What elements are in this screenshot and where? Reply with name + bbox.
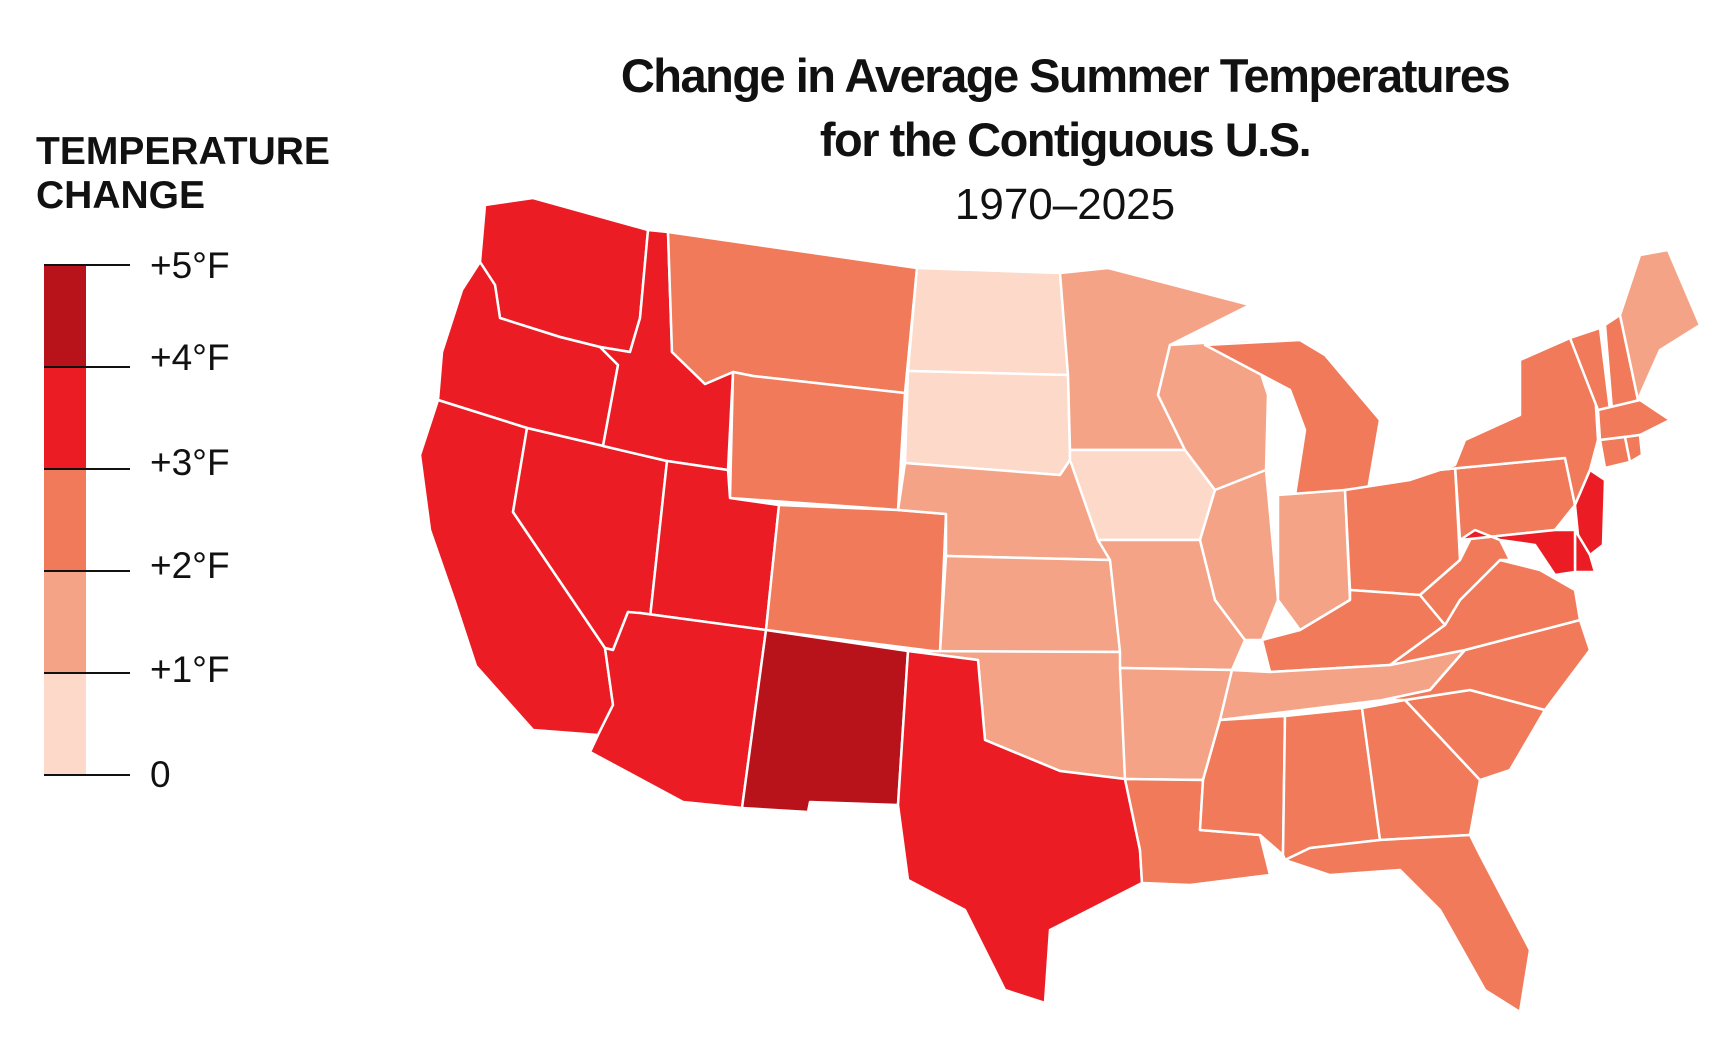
state-arizona <box>588 610 768 810</box>
legend-title-line-2: CHANGE <box>36 174 206 217</box>
legend-color-bar <box>44 264 86 774</box>
state-rhode-island <box>1623 433 1644 464</box>
state-wyoming <box>728 370 907 512</box>
state-florida <box>1283 833 1532 1014</box>
legend-label-zero: 0 <box>150 754 171 795</box>
legend-label-plus-5: +5°F <box>150 245 230 286</box>
legend-label-plus-3: +3°F <box>150 442 230 483</box>
state-kansas <box>938 554 1122 654</box>
state-georgia <box>1360 698 1482 842</box>
state-south-dakota <box>903 369 1072 477</box>
state-north-carolina <box>1381 618 1592 712</box>
state-colorado <box>764 503 948 654</box>
legend-label-plus-2: +2°F <box>150 545 230 586</box>
legend-swatch-3-4 <box>44 366 86 468</box>
legend-tick-5 <box>44 264 130 266</box>
chart-title: Change in Average Summer Temperatures fo… <box>470 44 1660 172</box>
legend-title-line-1: TEMPERATURE <box>36 130 330 173</box>
state-massachusetts <box>1596 398 1672 442</box>
legend-swatch-0-1 <box>44 672 86 774</box>
legend-tick-3 <box>44 468 130 470</box>
chart-subtitle: 1970–2025 <box>954 180 1176 229</box>
legend-tick-0 <box>44 774 130 776</box>
state-new-mexico <box>740 628 910 814</box>
state-montana <box>666 230 919 395</box>
state-west-virginia <box>1418 528 1512 627</box>
state-maryland <box>1458 528 1577 577</box>
state-illinois <box>1198 468 1280 642</box>
legend-title: TEMPERATURE CHANGE <box>36 130 330 218</box>
legend-label-plus-1: +1°F <box>150 649 230 690</box>
legend-tick-2 <box>44 570 130 572</box>
title-line-2: for the Contiguous U.S. <box>819 113 1312 166</box>
legend-swatch-2-3 <box>44 468 86 570</box>
legend-label-plus-4: +4°F <box>150 337 230 378</box>
state-north-dakota <box>906 266 1070 377</box>
legend-swatch-1-2 <box>44 570 86 672</box>
legend-swatch-4-5 <box>44 264 86 366</box>
state-pennsylvania <box>1436 456 1577 542</box>
state-wisconsin <box>1156 338 1270 492</box>
legend-tick-4 <box>44 366 130 368</box>
title-line-1: Change in Average Summer Temperatures <box>620 49 1511 102</box>
state-maine <box>1618 248 1700 402</box>
legend-tick-1 <box>44 672 130 674</box>
us-state-map <box>418 196 1700 1014</box>
